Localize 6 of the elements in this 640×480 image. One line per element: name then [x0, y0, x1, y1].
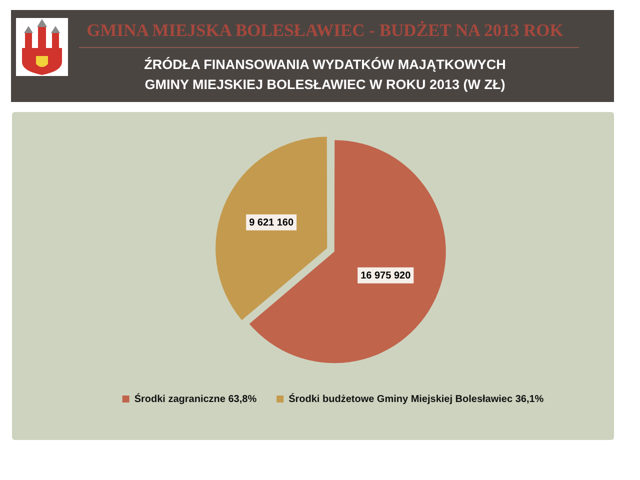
data-label: 9 621 160 — [249, 218, 294, 229]
data-label: 16 975 920 — [360, 270, 412, 282]
legend-label: Środki zagraniczne 63,8% — [134, 392, 257, 405]
chart-title: GMINA MIEJSKA BOLESŁAWIEC - BUDŻET NA 2013 ROK — [86, 20, 564, 41]
legend-label: Środki budżetowe Gminy Miejskiej Bolesławiec 36,1% — [288, 392, 544, 405]
chart-subtitle: ŹRÓDŁA FINANSOWANIA WYDATKÓW MAJĄTKOWYCH GMINY MIEJSKIEJ BOLESŁAWIEC W ROKU 2013 (W ZŁ) — [143, 56, 507, 94]
